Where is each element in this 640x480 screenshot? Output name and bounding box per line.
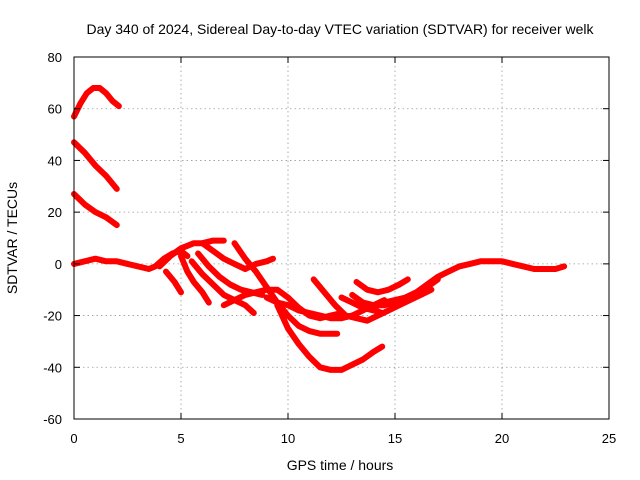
series-line-arc-16: [338, 294, 386, 316]
x-axis-label: GPS time / hours: [287, 457, 394, 473]
y-axis-label: SDTVAR / TECUs: [4, 182, 20, 294]
y-tick-label: -40: [43, 360, 62, 375]
series-line-arc-18: [353, 276, 411, 296]
series-line-arc-1: [71, 85, 122, 120]
x-tick-label: 20: [495, 431, 509, 446]
plot-frame: [73, 56, 610, 420]
y-tick-label: -20: [43, 309, 62, 324]
y-tick-label: 20: [48, 205, 62, 220]
series-line-arc-14: [274, 302, 386, 373]
x-tick-labels: 0 5 10 15 20 25: [70, 431, 616, 446]
series-line-arc-5: [156, 237, 227, 270]
x-tick-label: 10: [281, 431, 295, 446]
axis-ticks: [73, 56, 610, 420]
x-tick-label: 0: [70, 431, 77, 446]
y-tick-labels: -60 -40 -20 0 20 40 60 80: [43, 50, 62, 427]
x-tick-label: 25: [602, 431, 616, 446]
series-line-arc-15: [310, 276, 435, 324]
series-line-arc-7: [178, 253, 212, 306]
y-tick-label: -60: [43, 412, 62, 427]
series-line-arc-3: [71, 191, 120, 229]
series-line-arc-19: [370, 276, 441, 311]
series-line-arc-12: [231, 240, 341, 337]
chart-title: Day 340 of 2024, Sidereal Day-to-day VTE…: [86, 21, 594, 37]
x-tick-label: 5: [177, 431, 184, 446]
x-tick-label: 15: [388, 431, 402, 446]
series-line-arc-6: [163, 268, 184, 296]
y-tick-label: 80: [48, 50, 62, 65]
y-tick-label: 60: [48, 102, 62, 117]
series-line-arc-9: [199, 240, 276, 272]
series-line-arc-2: [71, 139, 120, 192]
y-tick-label: 0: [55, 257, 62, 272]
grid-lines: [74, 57, 609, 419]
series-layer: [71, 85, 568, 373]
series-line-arc-8: [188, 258, 257, 316]
y-tick-label: 40: [48, 153, 62, 168]
